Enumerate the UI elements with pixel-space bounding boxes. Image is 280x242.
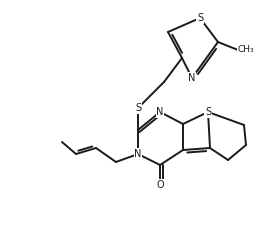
Text: S: S <box>205 107 211 117</box>
Text: CH₃: CH₃ <box>238 45 255 54</box>
Text: O: O <box>156 180 164 190</box>
Text: S: S <box>197 13 203 23</box>
Text: N: N <box>156 107 164 117</box>
Text: S: S <box>135 103 141 113</box>
Text: N: N <box>188 73 196 83</box>
Text: N: N <box>134 149 142 159</box>
